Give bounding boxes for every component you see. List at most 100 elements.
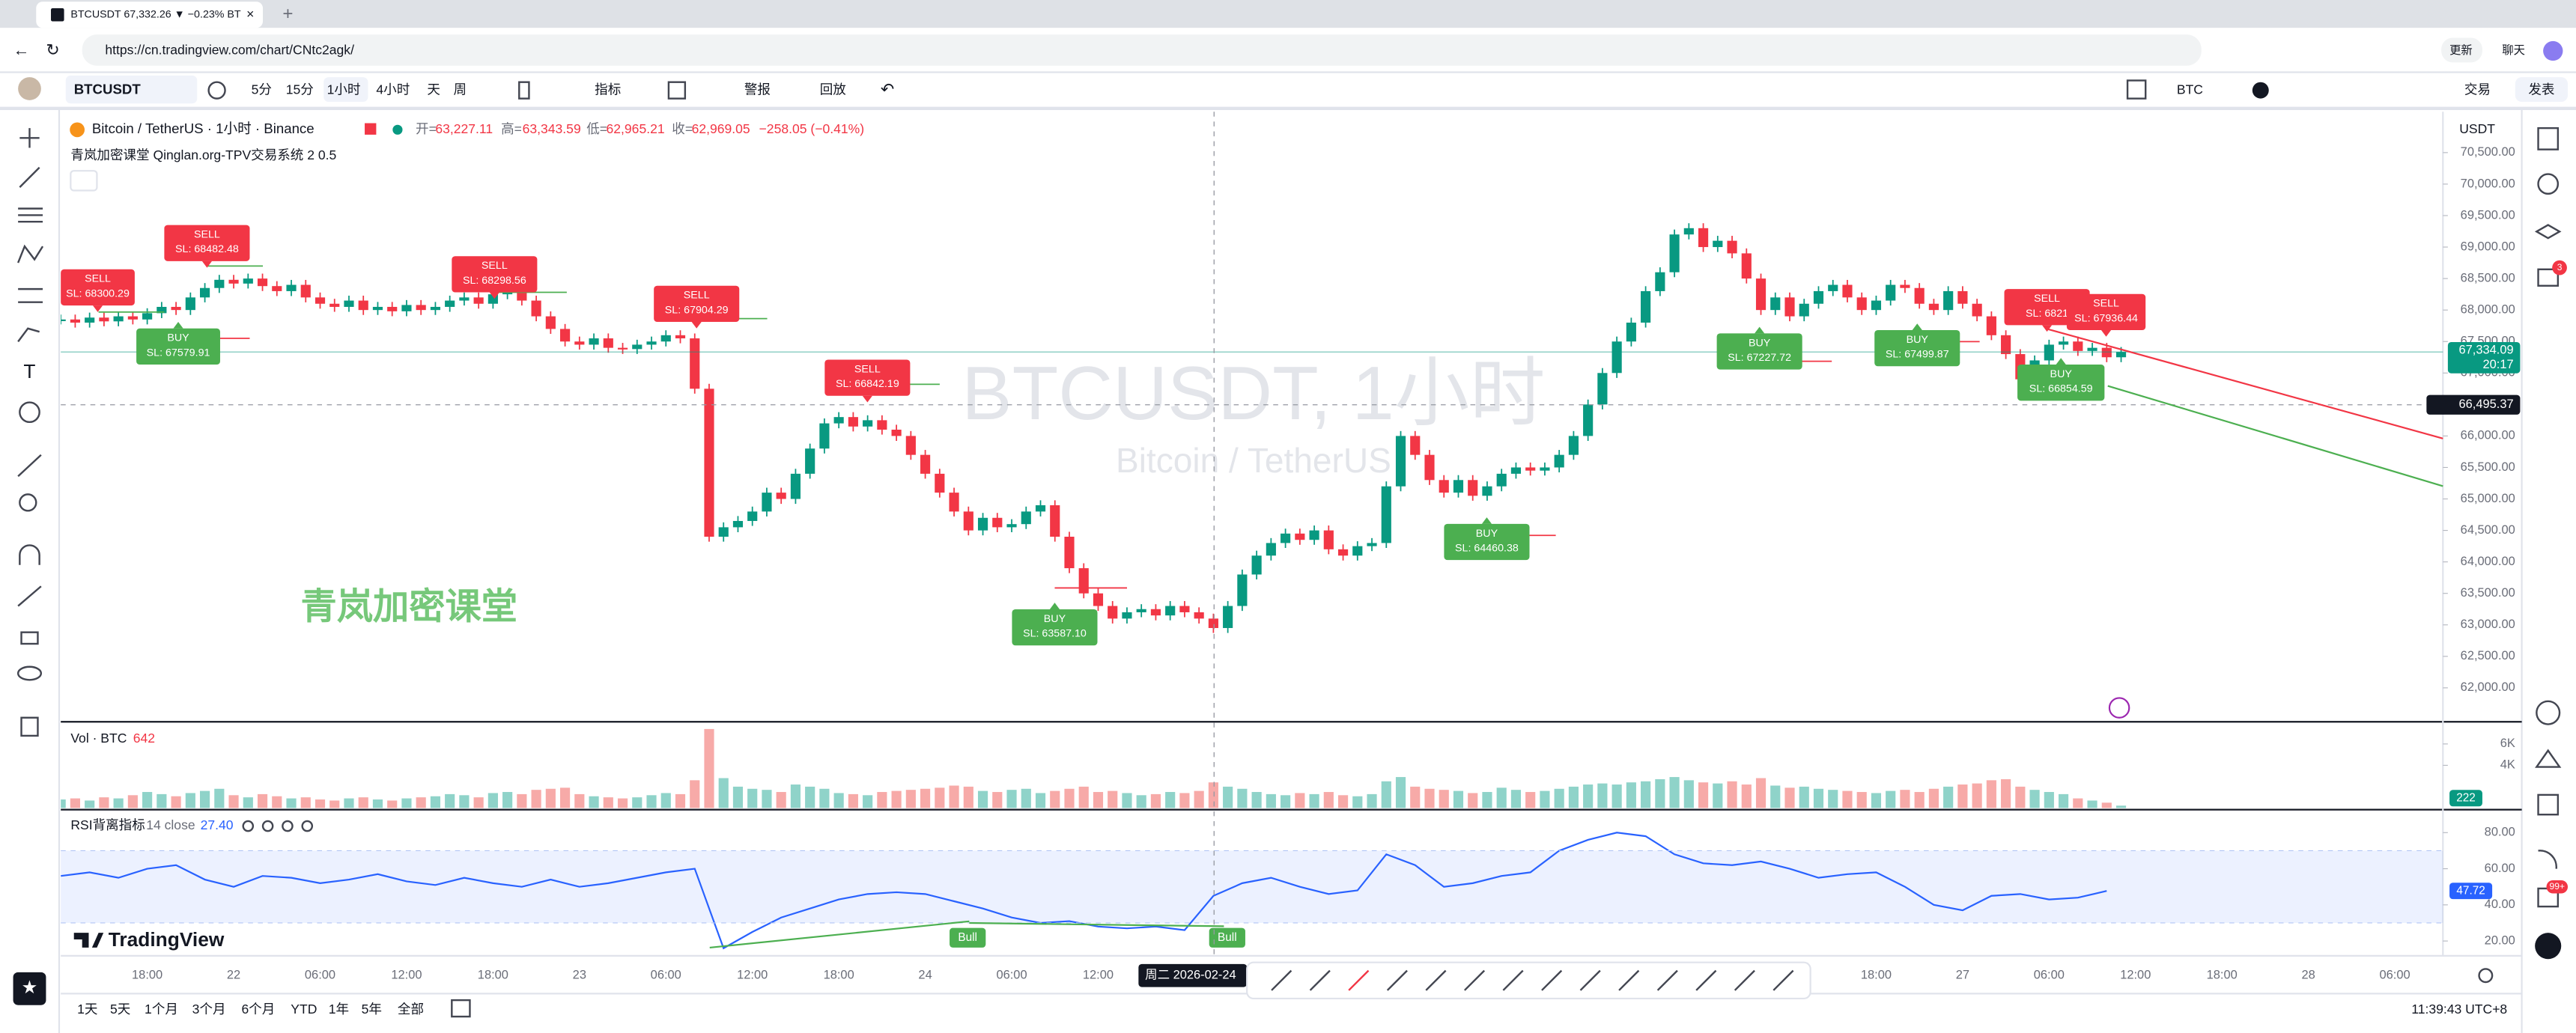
crosshair-price: 66,495.37	[2458, 397, 2513, 411]
volume-bar	[1669, 777, 1680, 808]
favorites-star: ★	[22, 978, 38, 998]
range[interactable]: 3个月	[192, 1002, 226, 1017]
volume-bar	[704, 728, 714, 808]
trade[interactable]: 交易	[2464, 82, 2491, 97]
signal-sl: SL: 68298.56	[463, 275, 526, 287]
drawing-tool[interactable]	[1386, 969, 1408, 991]
volume-bar	[833, 793, 844, 808]
vol-legend: Vol · BTC	[70, 731, 127, 746]
candle-body	[704, 388, 714, 537]
range[interactable]: 6个月	[242, 1002, 276, 1017]
interval[interactable]: 周	[454, 82, 467, 97]
drawing-tool[interactable]	[1772, 969, 1794, 991]
drawing-tool[interactable]	[1309, 969, 1331, 991]
drawing-tool[interactable]	[1734, 969, 1755, 991]
drawing-tool[interactable]	[1541, 969, 1563, 991]
y-tick-label: 68,000.00	[2461, 303, 2515, 317]
y-tick-label: 66,000.00	[2461, 429, 2515, 442]
candle-body	[257, 278, 268, 287]
drawing-tool[interactable]	[1579, 969, 1601, 991]
candle-body	[1410, 436, 1421, 455]
volume-bar	[1698, 782, 1709, 808]
clock: 11:39:43 UTC+8	[2411, 1002, 2507, 1017]
icon-part	[2537, 268, 2560, 287]
drawing-tool[interactable]	[1463, 969, 1486, 991]
signal-pointer	[2056, 358, 2066, 365]
icon-part	[2536, 700, 2561, 725]
interval[interactable]: 5分	[252, 82, 272, 97]
new-tab[interactable]: +	[282, 4, 293, 24]
date-picker[interactable]	[451, 999, 471, 1018]
signal-type: SELL	[482, 260, 508, 272]
volume-bar	[1108, 790, 1118, 808]
y-tick-label: 68,500.00	[2461, 271, 2515, 284]
drawing-tool[interactable]	[1695, 969, 1717, 991]
volume-bar	[891, 790, 902, 808]
drawing-tool[interactable]	[1618, 969, 1640, 991]
volume-bar	[157, 793, 167, 808]
candle-body	[1179, 606, 1190, 612]
ohlc-label: 低=	[586, 121, 607, 136]
volume-bar	[1453, 790, 1464, 808]
volume-bar	[1813, 788, 1824, 808]
candle-body	[819, 423, 830, 449]
drawing-tool[interactable]	[1502, 969, 1524, 991]
drawing-tool[interactable]	[1425, 969, 1447, 991]
favorites-button[interactable]	[13, 972, 46, 1005]
range[interactable]: 5年	[362, 1002, 382, 1017]
drawing-tool[interactable]	[1271, 969, 1292, 991]
candle-body	[1078, 568, 1089, 594]
collapse-button[interactable]	[70, 170, 98, 192]
range[interactable]: 全部	[398, 1002, 424, 1017]
update-button[interactable]	[2441, 37, 2482, 63]
publish-button[interactable]	[2515, 77, 2569, 103]
time-label: 12:00	[1083, 969, 1114, 982]
signal-sl: SL: 67579.91	[147, 347, 210, 359]
signal-type: SELL	[194, 229, 220, 241]
countdown: 20:17	[2482, 358, 2513, 371]
volume-bar	[416, 797, 426, 808]
drawing-tool[interactable]	[1348, 969, 1370, 991]
interval[interactable]: 15分	[286, 82, 314, 97]
drawing-tool[interactable]	[1656, 969, 1678, 991]
range[interactable]: 5天	[110, 1002, 130, 1017]
rsi-last: 47.72	[2456, 884, 2485, 897]
signal-box	[2066, 293, 2146, 330]
volume-bar	[228, 795, 239, 808]
volume-bar	[1597, 783, 1608, 808]
range[interactable]: YTD	[291, 1002, 317, 1017]
candle-body	[2044, 344, 2054, 361]
volume-bar	[1540, 790, 1550, 808]
range[interactable]: 1天	[77, 1002, 97, 1017]
candle-body	[214, 279, 225, 288]
y-tick-label: 65,500.00	[2461, 460, 2515, 474]
symbol-box[interactable]	[65, 75, 198, 104]
candle-body	[1626, 322, 1636, 342]
interval[interactable]: 1小时	[327, 82, 361, 97]
nav-back: ←	[13, 40, 30, 59]
volume-bar	[1871, 793, 1882, 808]
range[interactable]: 1个月	[145, 1002, 178, 1017]
add-symbol	[207, 81, 226, 100]
candle-body	[833, 417, 844, 424]
candle-body	[185, 297, 195, 311]
chart-type-icon	[518, 81, 530, 100]
icon-part	[20, 716, 39, 737]
range[interactable]: 1年	[329, 1002, 349, 1017]
icon-part	[242, 820, 255, 832]
candle-body	[286, 284, 297, 291]
signal-type: SELL	[684, 290, 710, 302]
replay[interactable]: 回放	[820, 82, 847, 97]
alerts[interactable]: 警报	[744, 82, 771, 97]
indicators[interactable]: 指标	[595, 82, 621, 97]
candle-body	[891, 429, 902, 436]
candle-body	[2058, 341, 2069, 345]
interval[interactable]: 4小时	[376, 82, 410, 97]
volume-tag	[2449, 790, 2482, 807]
volume-bar	[1842, 790, 1853, 808]
candle-body	[1928, 303, 1939, 311]
volume-bar	[1352, 796, 1363, 808]
rsi-legend-params: 14 close	[146, 817, 195, 832]
candle-body	[142, 313, 153, 320]
interval[interactable]: 天	[427, 82, 440, 97]
